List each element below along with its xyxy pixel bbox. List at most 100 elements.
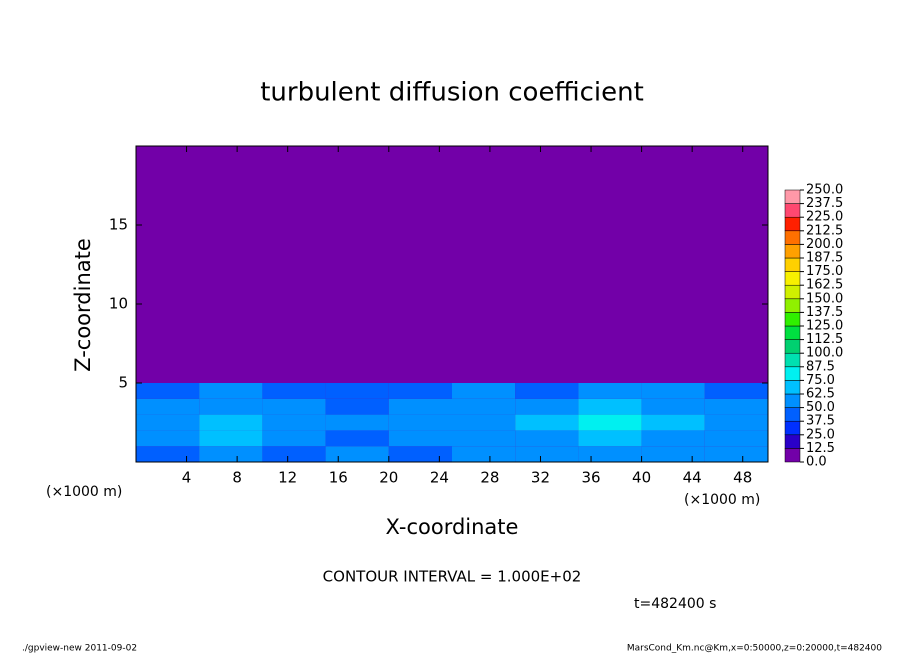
x-tick-label: 36 <box>581 469 600 487</box>
field-cell <box>515 414 579 431</box>
field-cell <box>262 398 326 415</box>
x-tick-label: 44 <box>683 469 702 487</box>
field-cell <box>136 367 200 383</box>
field-cell <box>578 446 642 462</box>
x-tick-label: 12 <box>278 469 297 487</box>
x-tick-label: 32 <box>531 469 550 487</box>
colorbar-swatch <box>784 434 801 449</box>
colorbar-swatch <box>784 407 801 422</box>
colorbar-label: 0.0 <box>806 455 827 470</box>
colorbar-swatch <box>784 271 801 286</box>
x-tick-label: 28 <box>480 469 499 487</box>
field-cell <box>704 446 768 462</box>
field-cell <box>199 414 263 431</box>
field-cell <box>515 367 579 383</box>
field-cell <box>515 383 579 399</box>
field-cell <box>388 446 452 462</box>
colorbar-swatch <box>784 352 801 368</box>
field-cell <box>515 430 579 447</box>
field-cell <box>452 367 516 383</box>
field-cell <box>325 383 389 399</box>
field-cell <box>704 430 768 447</box>
field-cell <box>641 430 705 447</box>
contour-note: CONTOUR INTERVAL = 1.000E+02 <box>323 568 582 586</box>
field-cell <box>262 414 326 431</box>
field-cell <box>388 383 452 399</box>
field-cell <box>452 414 516 431</box>
field-cell <box>325 430 389 447</box>
field-cell <box>136 414 200 431</box>
field-cell <box>578 398 642 415</box>
field-cell <box>199 383 263 399</box>
colorbar-swatch <box>784 203 801 218</box>
field-cell <box>388 430 452 447</box>
field-cell <box>388 398 452 415</box>
colorbar-label: 112.5 <box>806 332 843 347</box>
colorbar-label: 200.0 <box>806 237 843 252</box>
field-cell <box>578 430 642 447</box>
colorbar-label: 125.0 <box>806 319 843 334</box>
field-cell <box>704 367 768 383</box>
colorbar-label: 175.0 <box>806 264 843 279</box>
field-cell <box>641 398 705 415</box>
chart-title: turbulent diffusion coefficient <box>260 78 644 108</box>
field-cell <box>641 446 705 462</box>
field-cell <box>325 414 389 431</box>
field-cell <box>199 367 263 383</box>
field-cell <box>578 367 642 383</box>
colorbar-swatch <box>784 230 801 245</box>
field-cell <box>136 430 200 447</box>
y-tick-label: 15 <box>109 216 128 234</box>
footer-right: MarsCond_Km.nc@Km,x=0:50000,z=0:20000,t=… <box>627 644 882 654</box>
x-tick-label: 8 <box>232 469 242 487</box>
colorbar-label: 75.0 <box>806 373 835 388</box>
field-cell <box>452 446 516 462</box>
y-axis-label: Z-coordinate <box>71 238 95 372</box>
colorbar-label: 237.5 <box>806 196 843 211</box>
colorbar-label: 37.5 <box>806 414 835 429</box>
field-cell <box>515 446 579 462</box>
field-cell <box>641 383 705 399</box>
field-cell <box>199 398 263 415</box>
y-tick-label: 10 <box>109 295 128 313</box>
y-unit: (×1000 m) <box>46 484 122 500</box>
colorbar-swatch <box>784 216 801 232</box>
colorbar-label: 87.5 <box>806 359 835 374</box>
field-cell <box>641 367 705 383</box>
colorbar-label: 212.5 <box>806 223 843 238</box>
field-cell <box>136 398 200 415</box>
colorbar-swatch <box>784 298 801 313</box>
field-cell <box>452 383 516 399</box>
y-tick-label: 5 <box>118 374 128 392</box>
colorbar-swatch <box>784 420 801 436</box>
field-cell <box>199 446 263 462</box>
field-cell <box>578 383 642 399</box>
field-cell <box>452 398 516 415</box>
colorbar-swatch <box>784 339 801 354</box>
field-cell <box>452 430 516 447</box>
colorbar-label: 12.5 <box>806 441 835 456</box>
field-cell <box>704 414 768 431</box>
field-cell <box>136 446 200 462</box>
x-tick-label: 16 <box>329 469 348 487</box>
field-cell <box>262 383 326 399</box>
field-cell <box>388 367 452 383</box>
colorbar-swatch <box>784 312 801 327</box>
colorbar-label: 250.0 <box>806 183 843 198</box>
colorbar-swatch <box>784 448 801 463</box>
field-cell <box>136 383 200 399</box>
field-cell <box>388 414 452 431</box>
colorbar-swatch <box>784 284 801 300</box>
x-unit: (×1000 m) <box>684 492 760 508</box>
field-cell <box>199 430 263 447</box>
colorbar-swatch <box>784 380 801 395</box>
colorbar-label: 62.5 <box>806 387 835 402</box>
colorbar-label: 137.5 <box>806 305 843 320</box>
colorbar-label: 100.0 <box>806 346 843 361</box>
field-cell <box>515 398 579 415</box>
field-cell <box>704 383 768 399</box>
field-cell <box>262 446 326 462</box>
field-cell <box>262 367 326 383</box>
x-tick-label: 20 <box>379 469 398 487</box>
